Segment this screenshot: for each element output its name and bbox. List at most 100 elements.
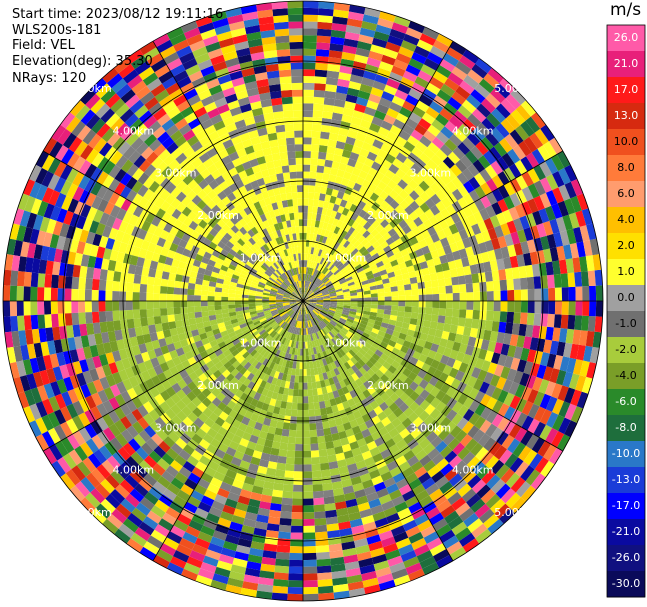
velocity-cell	[97, 198, 109, 213]
velocity-cell	[562, 214, 573, 231]
velocity-cell	[147, 242, 157, 253]
velocity-cell	[373, 110, 387, 121]
velocity-cell	[243, 74, 257, 84]
velocity-cell	[405, 118, 419, 130]
velocity-cell	[321, 288, 328, 293]
velocity-cell	[315, 531, 328, 540]
velocity-cell	[293, 389, 299, 397]
velocity-cell	[341, 248, 349, 256]
velocity-cell	[446, 180, 458, 193]
velocity-cell	[234, 293, 242, 298]
velocity-cell	[257, 327, 265, 334]
velocity-cell	[315, 262, 320, 270]
velocity-cell	[364, 135, 376, 146]
velocity-cell	[85, 357, 96, 371]
velocity-cell	[300, 246, 303, 254]
velocity-cell	[481, 117, 496, 133]
velocity-cell	[338, 127, 349, 137]
velocity-cell	[239, 348, 248, 356]
velocity-cell	[284, 263, 290, 271]
velocity-cell	[248, 301, 256, 304]
velocity-cell	[43, 301, 52, 315]
velocity-cell	[234, 203, 244, 213]
velocity-cell	[277, 222, 284, 230]
velocity-cell	[303, 580, 318, 588]
velocity-cell	[80, 442, 94, 458]
velocity-cell	[395, 168, 406, 180]
velocity-cell	[216, 200, 226, 210]
velocity-cell	[451, 188, 464, 201]
velocity-cell	[89, 220, 100, 234]
velocity-cell	[305, 288, 308, 295]
velocity-cell	[66, 403, 79, 419]
velocity-cell	[317, 21, 333, 30]
velocity-cell	[182, 216, 193, 227]
velocity-cell	[217, 341, 227, 349]
velocity-cell	[290, 409, 298, 417]
velocity-cell	[289, 41, 303, 50]
velocity-cell	[529, 251, 539, 265]
velocity-cell	[275, 269, 282, 276]
velocity-cell	[217, 165, 228, 176]
velocity-cell	[239, 226, 248, 236]
velocity-cell	[153, 308, 161, 317]
velocity-cell	[323, 97, 335, 106]
velocity-cell	[275, 237, 281, 245]
velocity-cell	[315, 172, 324, 180]
velocity-cell	[409, 210, 419, 221]
velocity-cell	[154, 499, 170, 513]
velocity-cell	[305, 267, 309, 275]
velocity-cell	[386, 78, 401, 90]
velocity-cell	[183, 27, 201, 40]
velocity-cell	[423, 58, 440, 71]
velocity-cell	[200, 301, 208, 307]
velocity-cell	[155, 382, 166, 394]
velocity-cell	[191, 123, 205, 136]
velocity-cell	[292, 291, 299, 297]
velocity-cell	[320, 469, 331, 478]
velocity-cell	[388, 254, 397, 263]
velocity-cell	[260, 245, 267, 254]
velocity-cell	[126, 309, 134, 320]
velocity-cell	[391, 65, 406, 77]
velocity-cell	[405, 295, 413, 301]
velocity-cell	[545, 157, 559, 175]
velocity-cell	[212, 266, 221, 274]
velocity-cell	[358, 246, 367, 254]
velocity-cell	[416, 39, 433, 52]
velocity-cell	[383, 287, 392, 293]
velocity-cell	[275, 124, 286, 133]
velocity-cell	[499, 279, 508, 291]
velocity-cell	[264, 343, 271, 351]
velocity-cell	[66, 434, 80, 450]
velocity-cell	[47, 411, 60, 428]
velocity-cell	[309, 296, 316, 299]
velocity-cell	[35, 167, 48, 185]
velocity-cell	[265, 182, 273, 191]
velocity-cell	[295, 281, 299, 289]
velocity-cell	[256, 156, 266, 165]
velocity-cell	[317, 272, 323, 279]
velocity-cell	[16, 360, 27, 377]
velocity-cell	[386, 107, 399, 119]
velocity-cell	[530, 112, 546, 129]
velocity-cell	[288, 254, 293, 263]
velocity-cell	[166, 307, 175, 316]
velocity-cell	[195, 317, 203, 324]
velocity-cell	[218, 228, 227, 237]
velocity-cell	[262, 298, 269, 301]
velocity-cell	[226, 341, 235, 350]
velocity-cell	[252, 278, 260, 284]
velocity-cell	[347, 234, 355, 243]
velocity-cell	[503, 167, 516, 182]
velocity-cell	[114, 182, 126, 196]
velocity-cell	[336, 292, 344, 296]
velocity-cell	[131, 396, 143, 409]
velocity-cell	[412, 174, 424, 186]
velocity-cell	[459, 55, 476, 70]
velocity-cell	[270, 290, 278, 294]
velocity-cell	[177, 169, 189, 181]
velocity-cell	[86, 381, 98, 396]
velocity-cell	[199, 261, 208, 270]
velocity-cell	[295, 289, 300, 296]
